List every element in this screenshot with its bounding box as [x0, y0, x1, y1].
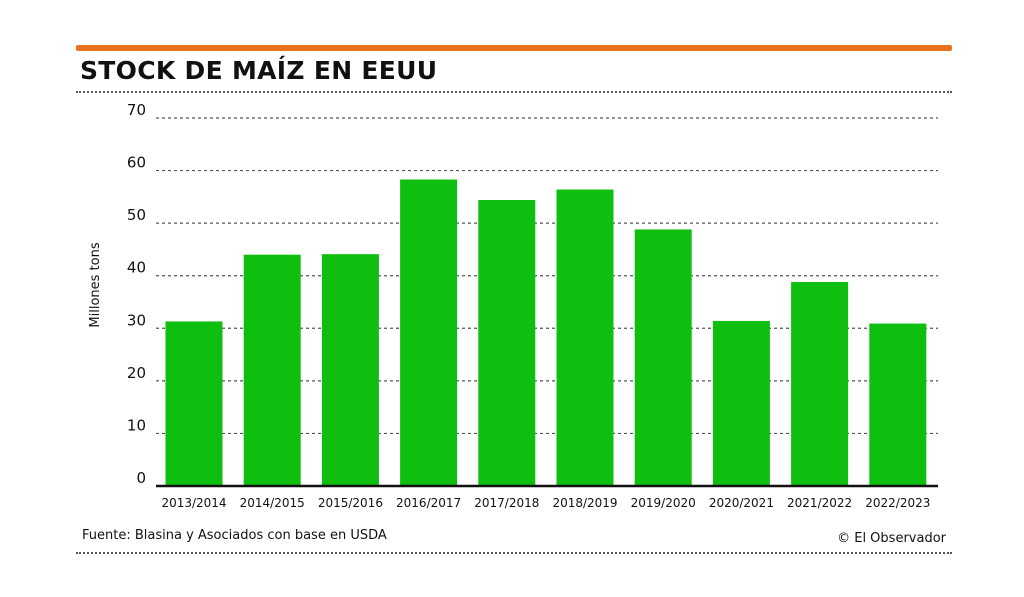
bar	[712, 320, 770, 486]
x-axis-ticks: 2013/2014 2014/2015 2015/2016 2016/2017 2017…	[161, 496, 930, 510]
y-tick-label: 50	[127, 206, 146, 224]
bar	[791, 282, 849, 486]
bars	[165, 179, 927, 487]
y-tick-label: 60	[127, 154, 146, 172]
x-tick-label: 2018/2019	[552, 496, 617, 510]
y-axis-label: Millones tons	[88, 242, 103, 327]
bar	[321, 254, 379, 486]
bar	[478, 200, 536, 487]
y-tick-label: 40	[127, 259, 146, 277]
chart-title: STOCK DE MAÍZ EN EEUU	[80, 56, 438, 85]
bar	[243, 254, 301, 486]
x-tick-label: 2022/2023	[865, 496, 930, 510]
header-accent-rule	[76, 45, 952, 51]
y-tick-label: 20	[127, 364, 146, 382]
x-tick-label: 2015/2016	[318, 496, 383, 510]
x-tick-label: 2017/2018	[474, 496, 539, 510]
y-tick-label: 0	[136, 469, 146, 487]
title-divider	[76, 91, 952, 93]
y-tick-label: 30	[127, 311, 146, 329]
y-tick-label: 10	[127, 416, 146, 434]
source-note: Fuente: Blasina y Asociados con base en …	[82, 528, 387, 543]
x-tick-label: 2014/2015	[240, 496, 305, 510]
x-tick-label: 2016/2017	[396, 496, 461, 510]
bar	[634, 229, 692, 487]
copyright-credit: © El Observador	[837, 531, 946, 546]
y-tick-label: 70	[127, 101, 146, 119]
x-tick-label: 2019/2020	[631, 496, 696, 510]
gridlines	[156, 117, 938, 435]
x-tick-label: 2021/2022	[787, 496, 852, 510]
bar	[165, 321, 223, 486]
y-axis-ticks: 0 10 20 30 40 50 60 70	[127, 101, 146, 487]
x-tick-label: 2013/2014	[161, 496, 226, 510]
footer-divider	[76, 552, 952, 554]
bar	[400, 179, 458, 486]
x-tick-label: 2020/2021	[709, 496, 774, 510]
bar	[556, 189, 614, 487]
bar	[869, 323, 927, 486]
